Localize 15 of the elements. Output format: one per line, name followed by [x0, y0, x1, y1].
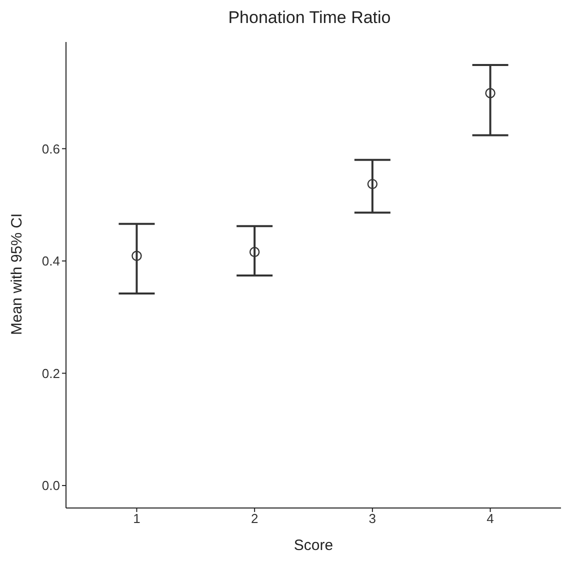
point — [485, 88, 496, 98]
chart-title: Phonation Time Ratio — [227, 8, 392, 29]
x-tick-label: 1 — [133, 511, 140, 526]
x-tick-label: 2 — [250, 511, 258, 526]
point — [367, 178, 378, 190]
y-tick-label: 0.6 — [42, 141, 60, 156]
x-axis-title: Score — [294, 537, 334, 554]
y-axis-title: Mean with 95% CI — [8, 213, 26, 335]
y-tick-label: 0.4 — [42, 254, 60, 269]
point — [249, 246, 260, 258]
y-tick-label: 0.0 — [42, 478, 60, 494]
x-tick-label: 3 — [368, 511, 376, 526]
point — [132, 250, 142, 262]
x-tick-label: 4 — [486, 511, 494, 526]
y-tick-label: 0.2 — [42, 366, 60, 381]
